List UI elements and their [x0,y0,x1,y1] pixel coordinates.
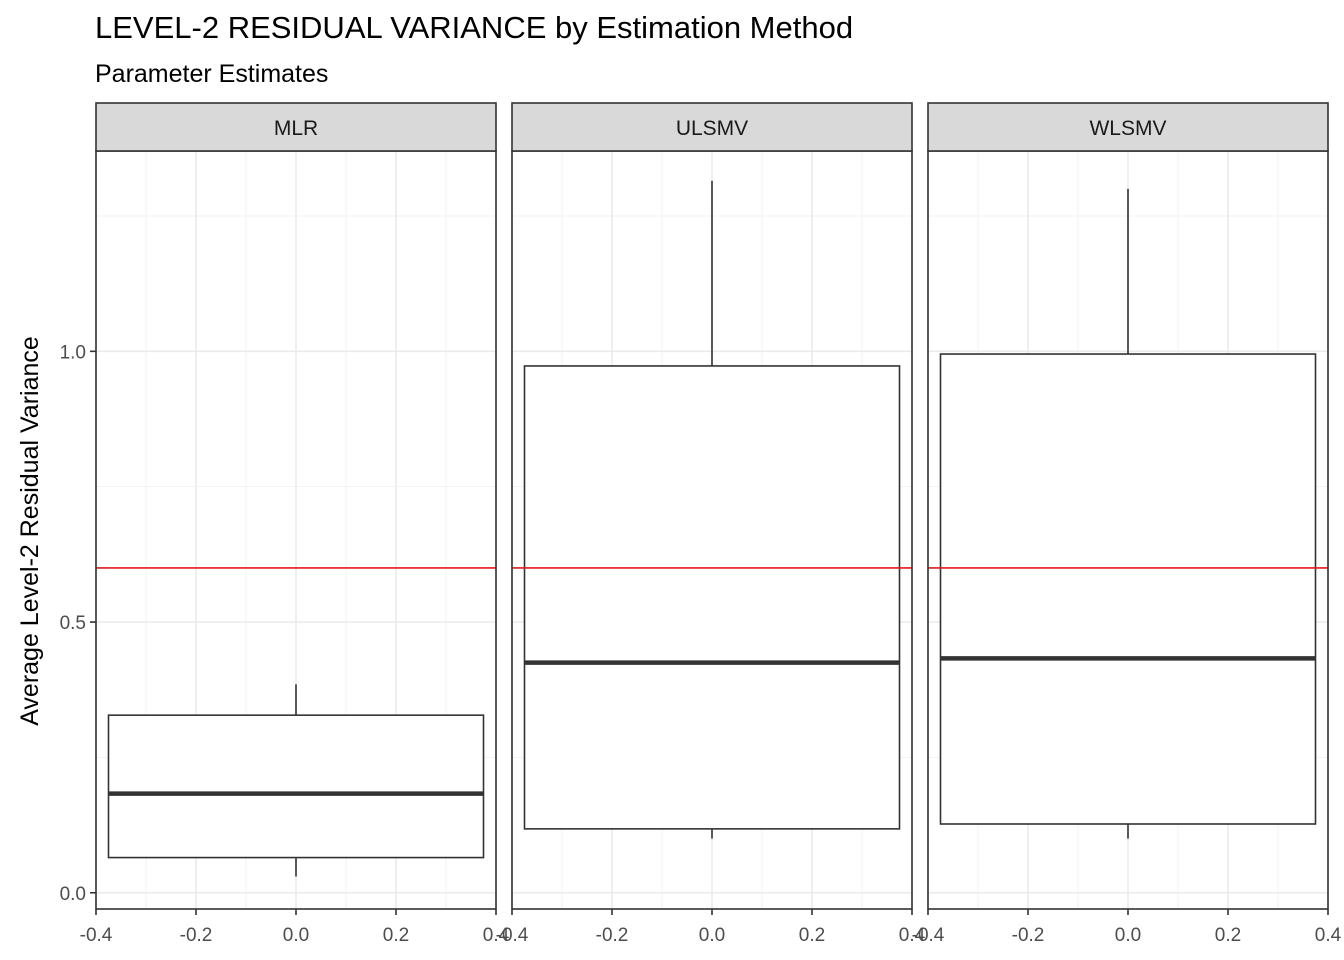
y-axis-label: Average Level-2 Residual Variance [16,336,44,726]
y-tick-label: 1.0 [60,342,86,363]
x-tick-label: -0.2 [1012,925,1045,946]
y-tick-label: 0.5 [60,613,86,634]
x-tick-label: 0.0 [283,925,309,946]
chart-subtitle: Parameter Estimates [95,60,329,88]
facet-panel-ulsmv: ULSMV -0.4 -0.2 0.0 0.2 0.4 [496,102,926,946]
facet-panel-wlsmv: WLSMV -0.4 -0.2 0.0 0.2 0.4 [912,102,1342,946]
facet-panel-mlr: MLR -0.4 -0.2 0.0 0.2 0.4 0.0 0.5 1.0 [60,102,510,946]
facet-strip-label: MLR [274,117,318,140]
box-iqr [107,714,485,859]
facet-strip-label: ULSMV [676,117,748,140]
facet-strip-label: WLSMV [1089,117,1166,140]
facet-strip [927,102,1329,152]
x-tick-label: -0.4 [912,925,945,946]
facet-strip [95,102,497,152]
x-tick-label: -0.4 [80,925,113,946]
y-tick-label: 0.0 [60,884,86,905]
x-tick-label: -0.2 [180,925,213,946]
x-tick-label: -0.2 [596,925,629,946]
x-tick-label: 0.2 [383,925,409,946]
x-tick-label: 0.2 [1215,925,1241,946]
chart-title: LEVEL-2 RESIDUAL VARIANCE by Estimation … [95,10,854,45]
box-iqr [939,353,1317,825]
x-tick-label: 0.4 [899,925,926,946]
x-tick-label: 0.4 [1315,925,1342,946]
box-iqr [523,365,901,830]
x-tick-label: 0.4 [483,925,510,946]
facet-strip [511,102,913,152]
x-tick-label: 0.2 [799,925,825,946]
x-tick-label: -0.4 [496,925,529,946]
x-tick-label: 0.0 [699,925,725,946]
x-tick-label: 0.0 [1115,925,1141,946]
